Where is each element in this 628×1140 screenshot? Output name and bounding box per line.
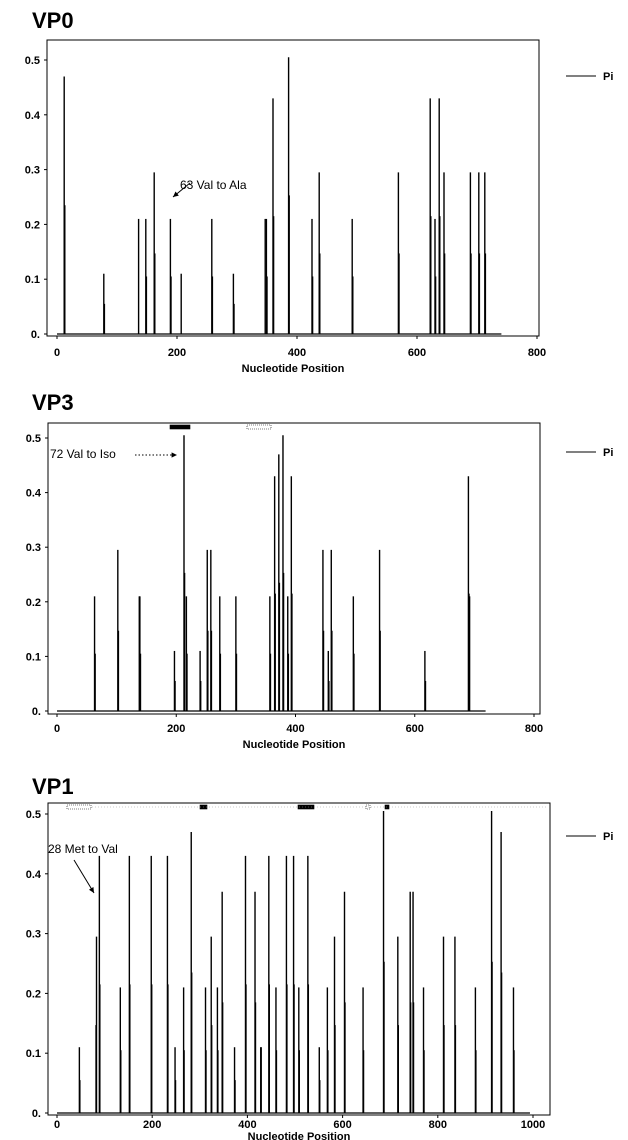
x-axis-label: Nucleotide Position [248, 1131, 351, 1140]
x-axis-label: Nucleotide Position [242, 363, 345, 375]
legend-label: Pi [603, 447, 613, 459]
x-tick-label: 1000 [521, 1119, 545, 1131]
plot-frame [47, 802, 551, 1116]
y-tick-label: 0.4 [26, 869, 42, 881]
y-tick-label: 0.3 [25, 165, 40, 177]
y-tick-label: 0.3 [26, 929, 41, 941]
x-tick-label: 800 [528, 347, 546, 359]
x-tick-label: 200 [143, 1119, 161, 1131]
chart-panel-vp1: VP1 0. 0.1 0.2 0.3 0.4 0.5 0 200 400 600 800 1000 Nuc… [26, 774, 614, 1140]
legend-label: Pi [603, 71, 613, 83]
y-tick-label: 0.5 [25, 55, 40, 67]
annotation-arrow-head [173, 191, 179, 197]
annotation-text: 72 Val to Iso [50, 447, 116, 461]
y-tick-label: 0.2 [26, 597, 41, 609]
x-tick-label: 0 [54, 723, 60, 735]
chart-title: VP0 [32, 8, 74, 33]
plot-frame [46, 39, 540, 337]
x-tick-label: 800 [525, 723, 543, 735]
y-tick-label: 0.2 [25, 219, 40, 231]
annotation-text: 28 Met to Val [48, 842, 118, 856]
chart-title: VP3 [32, 390, 74, 415]
x-tick-label: 0 [54, 1119, 60, 1131]
annotation-arrow-line [73, 859, 95, 894]
y-tick-label: 0.5 [26, 433, 41, 445]
y-tick-label: 0.1 [26, 651, 41, 663]
y-tick-label: 0. [31, 329, 40, 341]
y-tick-label: 0.3 [26, 542, 41, 554]
y-tick-label: 0.4 [25, 110, 41, 122]
annotation-arrow-head [171, 452, 177, 458]
plot-frame [47, 422, 541, 715]
legend-label: Pi [603, 831, 613, 843]
y-tick-label: 0.2 [26, 988, 41, 1000]
chart-panel-vp0: VP0 0. 0.1 0.2 0.3 0.4 0.5 0 200 400 600 800 Nucleot… [25, 8, 614, 375]
chart-title: VP1 [32, 774, 74, 799]
annotation-arrow-head [88, 887, 94, 893]
x-tick-label: 600 [406, 723, 424, 735]
x-tick-label: 600 [333, 1119, 351, 1131]
y-tick-label: 0.4 [26, 488, 42, 500]
region-marker [246, 424, 272, 430]
x-tick-label: 200 [167, 723, 185, 735]
x-tick-label: 600 [408, 347, 426, 359]
y-tick-label: 0. [32, 706, 41, 718]
annotation-text: 63 Val to Ala [180, 178, 247, 192]
x-tick-label: 800 [429, 1119, 447, 1131]
chart-panel-vp3: VP3 0. 0.1 0.2 0.3 0.4 0.5 0 200 400 600 800 Nucleot… [26, 390, 614, 751]
y-tick-label: 0.1 [25, 274, 40, 286]
y-tick-label: 0. [32, 1108, 41, 1120]
x-axis-label: Nucleotide Position [243, 739, 346, 751]
x-tick-label: 400 [288, 347, 306, 359]
x-tick-label: 400 [238, 1119, 256, 1131]
region-marker [66, 804, 92, 810]
y-tick-label: 0.5 [26, 809, 41, 821]
x-tick-label: 400 [286, 723, 304, 735]
x-tick-label: 200 [168, 347, 186, 359]
y-tick-label: 0.1 [26, 1048, 41, 1060]
region-marker [169, 424, 191, 430]
x-tick-label: 0 [54, 347, 60, 359]
